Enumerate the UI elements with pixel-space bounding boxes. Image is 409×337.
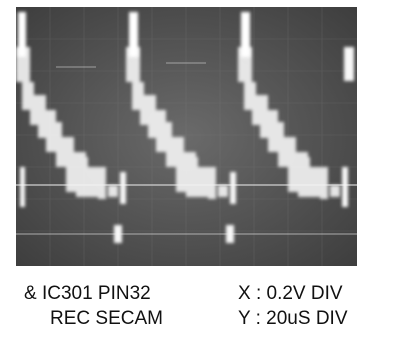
oscilloscope-screen [16,7,357,266]
y-scale-label: Y : 20uS DIV [238,308,348,329]
screen-background [16,7,357,266]
waveform-trace [16,47,118,199]
signal-mode: REC SECAM [50,308,163,329]
sync-pulses [20,47,354,243]
signal-name: & IC301 PIN32 [24,283,151,304]
x-scale-label: X : 0.2V DIV [238,283,343,304]
upper-spikes [18,12,250,57]
waveform-display [16,7,357,266]
